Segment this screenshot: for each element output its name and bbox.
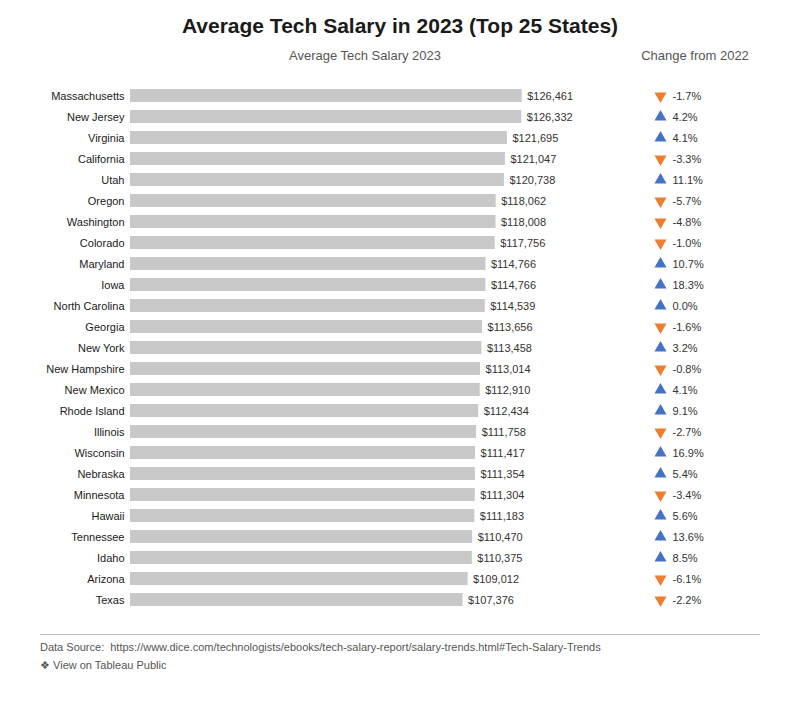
svg-text:$121,047: $121,047 bbox=[510, 153, 556, 165]
svg-text:Utah: Utah bbox=[101, 174, 124, 186]
svg-text:$111,354: $111,354 bbox=[480, 468, 524, 480]
svg-text:4.1%: 4.1% bbox=[673, 132, 698, 144]
svg-text:Maryland: Maryland bbox=[79, 258, 124, 270]
svg-text:-6.1%: -6.1% bbox=[673, 573, 702, 585]
svg-text:Illinois: Illinois bbox=[94, 426, 125, 438]
svg-text:-3.3%: -3.3% bbox=[673, 153, 702, 165]
svg-text:-5.7%: -5.7% bbox=[673, 195, 702, 207]
svg-text:California: California bbox=[78, 153, 125, 165]
svg-text:$114,766: $114,766 bbox=[491, 279, 536, 291]
svg-text:$112,434: $112,434 bbox=[484, 405, 529, 417]
svg-text:Hawaii: Hawaii bbox=[91, 510, 124, 522]
svg-text:Tennessee: Tennessee bbox=[71, 531, 124, 543]
svg-text:$118,062: $118,062 bbox=[501, 195, 546, 207]
svg-text:4.2%: 4.2% bbox=[673, 111, 698, 123]
svg-text:5.4%: 5.4% bbox=[673, 468, 698, 480]
svg-text:$107,376: $107,376 bbox=[468, 594, 514, 606]
svg-text:3.2%: 3.2% bbox=[673, 342, 698, 354]
html-text:❖ View on Tableau Public: ❖ View on Tableau Public bbox=[40, 659, 167, 671]
svg-text:Rhode Island: Rhode Island bbox=[60, 405, 125, 417]
svg-text:$112,910: $112,910 bbox=[485, 384, 530, 396]
svg-text:North Carolina: North Carolina bbox=[54, 300, 126, 312]
svg-text:$126,332: $126,332 bbox=[527, 111, 573, 123]
svg-text:$111,758: $111,758 bbox=[482, 426, 526, 438]
svg-text:New Jersey: New Jersey bbox=[67, 111, 125, 123]
svg-text:$117,756: $117,756 bbox=[500, 237, 545, 249]
svg-text:$111,304: $111,304 bbox=[480, 489, 524, 501]
svg-text:$114,539: $114,539 bbox=[490, 300, 535, 312]
html-text:Average Tech Salary in 2023 (T: Average Tech Salary in 2023 (Top 25 Stat… bbox=[181, 14, 619, 37]
svg-text:-3.4%: -3.4% bbox=[673, 489, 702, 501]
svg-text:New York: New York bbox=[78, 342, 125, 354]
svg-text:11.1%: 11.1% bbox=[673, 174, 704, 186]
svg-text:5.6%: 5.6% bbox=[673, 510, 698, 522]
svg-text:16.9%: 16.9% bbox=[673, 447, 704, 459]
svg-text:-2.7%: -2.7% bbox=[673, 426, 702, 438]
svg-text:-0.8%: -0.8% bbox=[673, 363, 702, 375]
svg-text:$110,470: $110,470 bbox=[478, 531, 523, 543]
svg-text:$114,766: $114,766 bbox=[491, 258, 536, 270]
svg-text:$111,417: $111,417 bbox=[481, 447, 525, 459]
svg-text:$121,695: $121,695 bbox=[512, 132, 558, 144]
svg-text:$111,183: $111,183 bbox=[480, 510, 524, 522]
svg-text:13.6%: 13.6% bbox=[673, 531, 704, 543]
html-text:https://www.dice.com/technolog: https://www.dice.com/technologists/ebook… bbox=[110, 641, 601, 653]
svg-text:$120,738: $120,738 bbox=[509, 174, 555, 186]
svg-text:Arizona: Arizona bbox=[87, 573, 125, 585]
html-text:Data Source:: Data Source: bbox=[40, 641, 105, 653]
svg-text:Colorado: Colorado bbox=[80, 237, 125, 249]
svg-text:-2.2%: -2.2% bbox=[673, 594, 702, 606]
svg-text:$126,461: $126,461 bbox=[527, 90, 573, 102]
svg-text:0.0%: 0.0% bbox=[673, 300, 698, 312]
svg-text:-4.8%: -4.8% bbox=[673, 216, 702, 228]
svg-text:Texas: Texas bbox=[96, 594, 125, 606]
svg-text:Massachusetts: Massachusetts bbox=[51, 90, 125, 102]
svg-text:18.3%: 18.3% bbox=[673, 279, 704, 291]
svg-text:8.5%: 8.5% bbox=[673, 552, 698, 564]
svg-text:Washington: Washington bbox=[67, 216, 125, 228]
svg-text:-1.7%: -1.7% bbox=[673, 90, 702, 102]
svg-text:10.7%: 10.7% bbox=[673, 258, 704, 270]
svg-text:$118,008: $118,008 bbox=[501, 216, 546, 228]
svg-text:$113,656: $113,656 bbox=[488, 321, 533, 333]
svg-text:Wisconsin: Wisconsin bbox=[74, 447, 124, 459]
svg-text:4.1%: 4.1% bbox=[673, 384, 698, 396]
svg-text:-1.6%: -1.6% bbox=[673, 321, 702, 333]
svg-text:$113,458: $113,458 bbox=[487, 342, 532, 354]
svg-text:Minnesota: Minnesota bbox=[74, 489, 126, 501]
svg-text:Virginia: Virginia bbox=[88, 132, 125, 144]
html-text:Change from 2022: Change from 2022 bbox=[641, 48, 749, 63]
svg-text:Iowa: Iowa bbox=[101, 279, 125, 291]
svg-text:9.1%: 9.1% bbox=[673, 405, 698, 417]
svg-text:New Hampshire: New Hampshire bbox=[46, 363, 124, 375]
svg-text:$109,012: $109,012 bbox=[473, 573, 519, 585]
svg-text:$113,014: $113,014 bbox=[486, 363, 531, 375]
svg-text:-1.0%: -1.0% bbox=[673, 237, 702, 249]
svg-text:$110,375: $110,375 bbox=[477, 552, 522, 564]
svg-text:Idaho: Idaho bbox=[97, 552, 125, 564]
svg-text:New Mexico: New Mexico bbox=[65, 384, 125, 396]
svg-text:Georgia: Georgia bbox=[85, 321, 125, 333]
svg-text:Oregon: Oregon bbox=[88, 195, 125, 207]
svg-text:Nebraska: Nebraska bbox=[77, 468, 125, 480]
html-text:Average Tech Salary 2023: Average Tech Salary 2023 bbox=[289, 48, 441, 63]
